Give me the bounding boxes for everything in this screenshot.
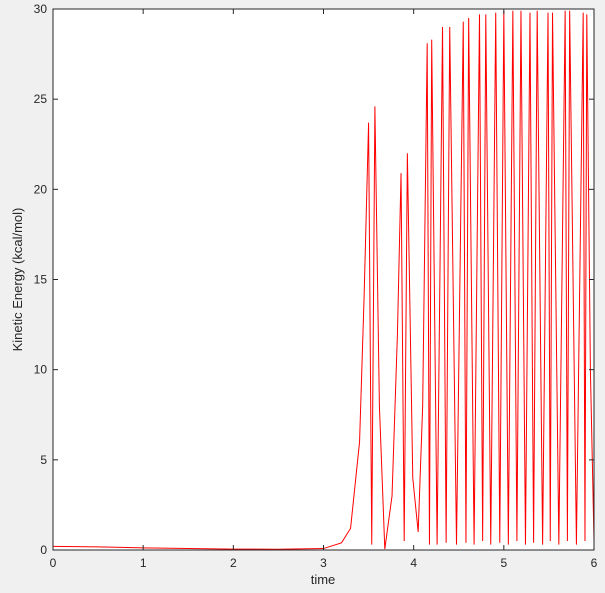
x-axis-label: time xyxy=(311,572,336,587)
y-tick-label: 30 xyxy=(34,2,48,16)
x-tick-label: 2 xyxy=(230,556,237,570)
y-tick-label: 5 xyxy=(40,453,47,467)
x-tick-label: 4 xyxy=(410,556,417,570)
x-tick-label: 3 xyxy=(320,556,327,570)
y-axis-label: Kinetic Energy (kcal/mol) xyxy=(10,208,25,352)
x-tick-label: 0 xyxy=(50,556,57,570)
plot-area xyxy=(53,9,594,550)
data-line xyxy=(52,10,595,550)
y-tick-label: 20 xyxy=(34,182,48,196)
x-tick-label: 6 xyxy=(591,556,598,570)
y-tick-label: 15 xyxy=(34,273,48,287)
x-tick-label: 5 xyxy=(500,556,507,570)
x-tick-label: 1 xyxy=(140,556,147,570)
y-tick-label: 25 xyxy=(34,92,48,106)
y-tick-label: 0 xyxy=(40,543,47,557)
y-tick-label: 10 xyxy=(34,363,48,377)
